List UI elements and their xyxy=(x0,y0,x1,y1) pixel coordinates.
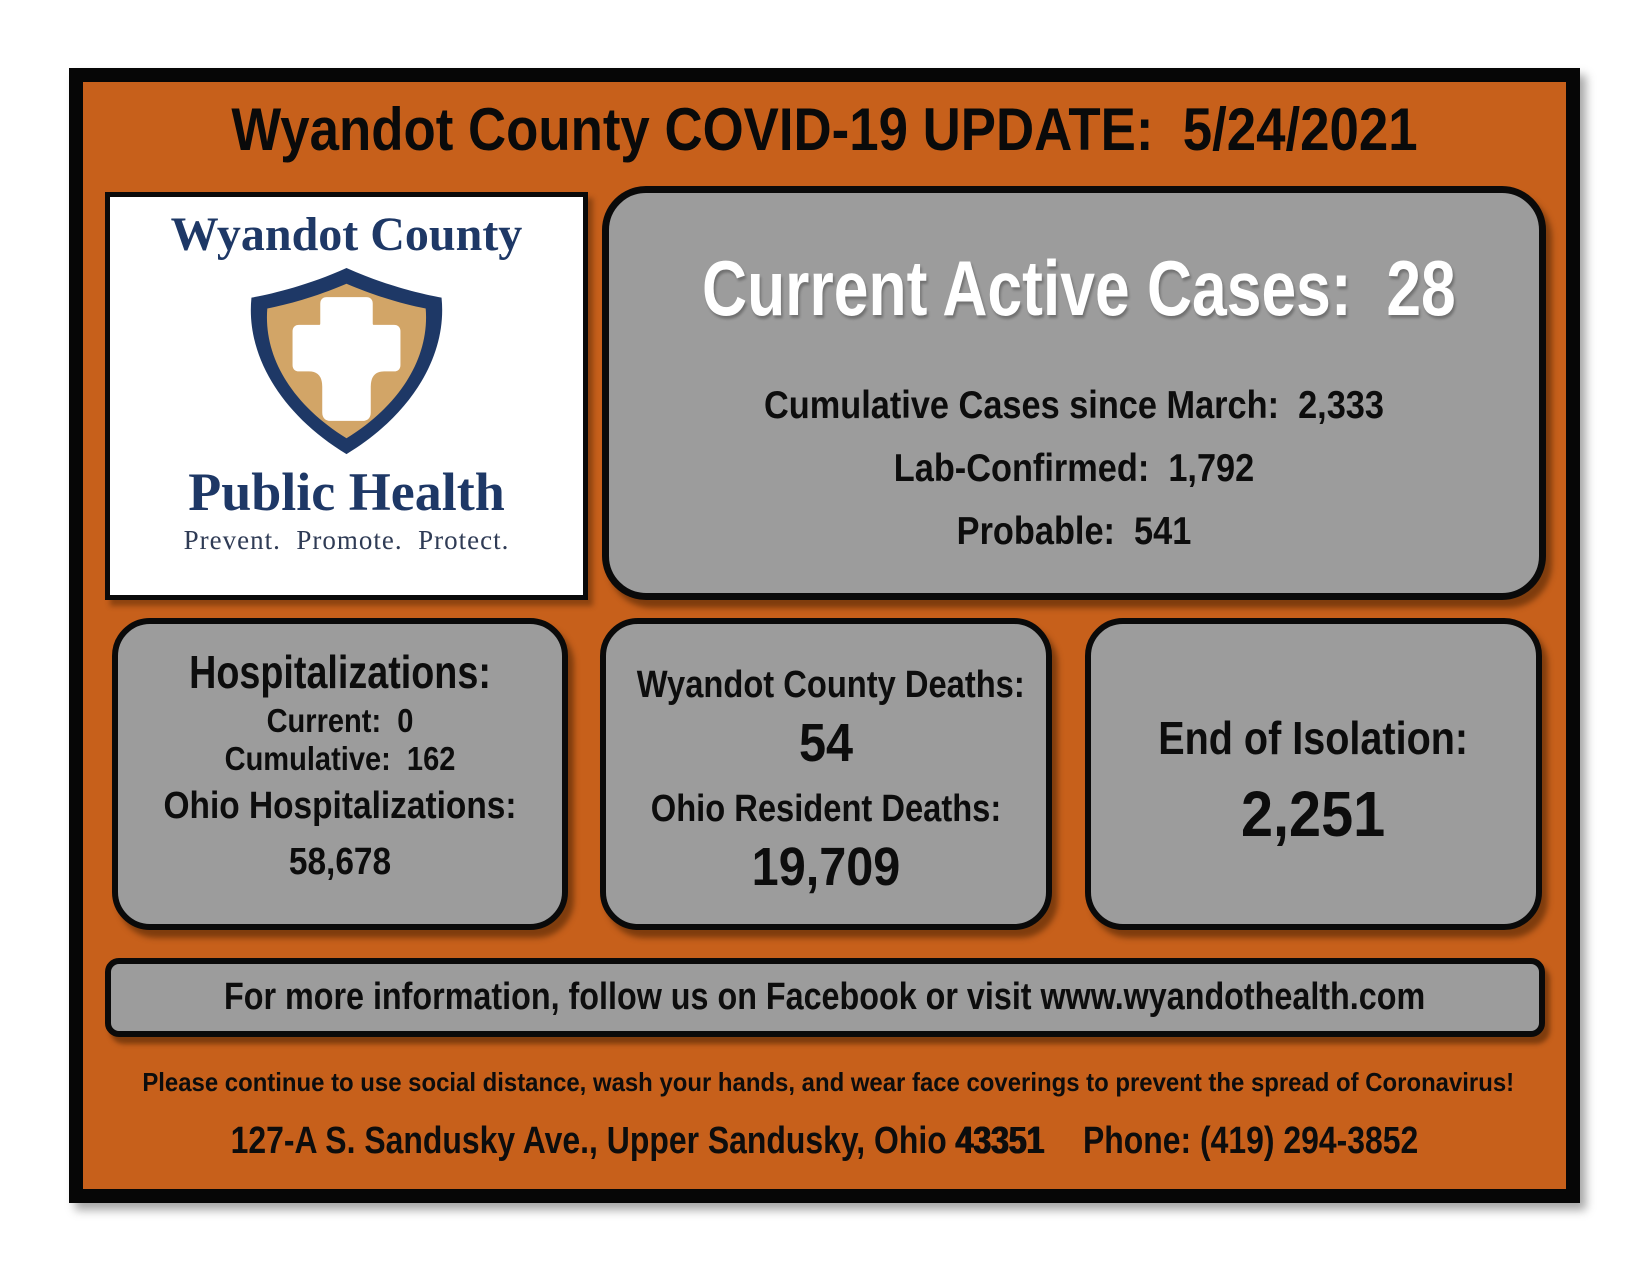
hospitalizations-current: Current: 0 xyxy=(266,702,414,739)
logo-tagline: Prevent. Promote. Protect. xyxy=(183,525,510,556)
end-of-isolation-panel: End of Isolation: 2,251 xyxy=(1085,618,1542,930)
end-of-isolation-label: End of Isolation: xyxy=(1158,711,1469,764)
probable-line: Probable: 541 xyxy=(956,510,1192,553)
info-bar: For more information, follow us on Faceb… xyxy=(105,958,1545,1037)
page-title: Wyandot County COVID-19 UPDATE: 5/24/202… xyxy=(231,96,1418,163)
medical-cross-path xyxy=(292,296,401,421)
ohio-deaths-value: 19,709 xyxy=(751,837,901,897)
prevention-advice: Please continue to use social distance, … xyxy=(142,1067,1515,1097)
ohio-hospitalizations-label: Ohio Hospitalizations: xyxy=(163,785,517,827)
public-health-logo: Wyandot County Public Health Prevent. Pr… xyxy=(105,192,588,600)
county-deaths-label: Wyandot County Deaths: xyxy=(636,664,1025,706)
street-address: 127-A S. Sandusky Ave., Upper Sandusky, … xyxy=(230,1120,956,1162)
active-cases-panel: Current Active Cases: 28 Cumulative Case… xyxy=(602,186,1546,600)
phone-number: Phone: (419) 294-3852 xyxy=(1082,1120,1419,1162)
deaths-panel: Wyandot County Deaths: 54 Ohio Resident … xyxy=(600,618,1052,930)
lab-confirmed-line: Lab-Confirmed: 1,792 xyxy=(893,447,1255,490)
address-line: 127-A S. Sandusky Ave., Upper Sandusky, … xyxy=(202,1118,1448,1164)
info-bar-text: For more information, follow us on Faceb… xyxy=(224,976,1426,1018)
active-cases-heading: Current Active Cases: 28 xyxy=(702,244,1456,332)
cumulative-cases-line: Cumulative Cases since March: 2,333 xyxy=(764,384,1384,427)
hospitalizations-heading: Hospitalizations: xyxy=(189,646,491,698)
hospitalizations-cumulative: Cumulative: 162 xyxy=(224,740,456,777)
county-deaths-value: 54 xyxy=(798,713,854,773)
ohio-deaths-label: Ohio Resident Deaths: xyxy=(650,788,1002,830)
hospitalizations-panel: Hospitalizations: Current: 0 Cumulative:… xyxy=(112,618,568,930)
public-health-shield-icon xyxy=(250,267,443,454)
logo-public-health: Public Health xyxy=(188,461,505,522)
zip-code: 43351 xyxy=(955,1120,1045,1162)
ohio-hospitalizations-value: 58,678 xyxy=(288,841,392,883)
logo-org-name: Wyandot County xyxy=(170,208,523,261)
flyer-frame: Wyandot County COVID-19 UPDATE: 5/24/202… xyxy=(69,68,1580,1203)
end-of-isolation-value: 2,251 xyxy=(1241,778,1386,851)
